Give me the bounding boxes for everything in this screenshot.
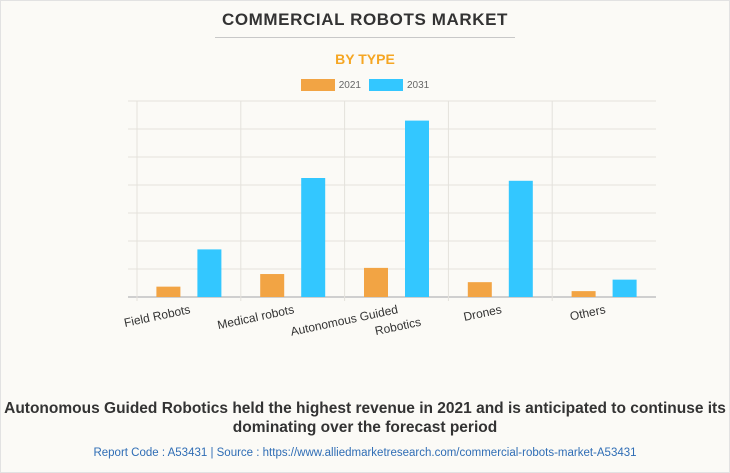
bar-2031-medical-robots — [301, 178, 326, 297]
x-tick-label: Others — [569, 302, 607, 323]
bar-2031-field-robots — [197, 249, 222, 297]
bar-2021-others — [571, 291, 596, 297]
x-tick-label: Medical robots — [216, 302, 295, 332]
legend-label-2021: 2021 — [338, 79, 361, 91]
legend-item-2031[interactable]: 2031 — [369, 79, 429, 91]
legend: 2021 2031 — [0, 79, 730, 91]
title-divider — [215, 37, 515, 38]
legend-label-2031: 2031 — [407, 79, 430, 91]
bar-2031-autonomous-guided-robotics — [405, 120, 429, 297]
x-tick-label: Autonomous GuidedRobotics — [289, 298, 422, 355]
source-line[interactable]: Report Code : A53431 | Source : https://… — [93, 447, 637, 459]
bar-2031-others — [612, 279, 637, 297]
x-tick-label: Drones — [462, 302, 503, 324]
bar-2021-drones — [467, 282, 492, 297]
x-tick-label: Field Robots — [123, 302, 192, 330]
legend-item-2021[interactable]: 2021 — [300, 79, 361, 91]
bar-2021-medical-robots — [260, 274, 285, 297]
bar-2031-drones — [508, 180, 533, 297]
chart-summary: Autonomous Guided Robotics held the high… — [4, 400, 726, 436]
legend-swatch-2021 — [300, 79, 335, 91]
chart-subtitle: BY TYPE — [335, 51, 395, 67]
bar-2021-autonomous-guided-robotics — [364, 267, 388, 297]
legend-swatch-2031 — [369, 79, 403, 91]
chart-title: COMMERCIAL ROBOTS MARKET — [221, 10, 509, 29]
bar-2021-field-robots — [156, 286, 181, 297]
